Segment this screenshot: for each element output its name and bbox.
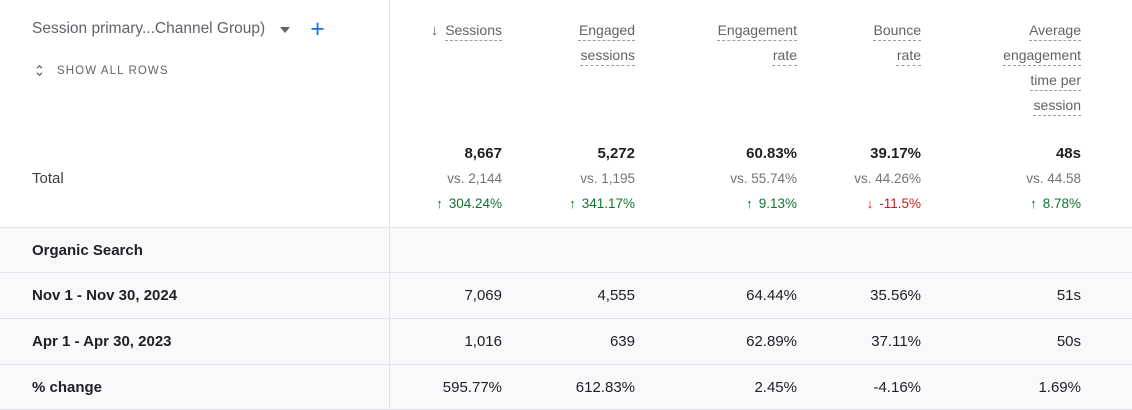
metric-change-value: -11.5% — [879, 196, 921, 211]
metric-value: 5,272 — [597, 145, 635, 162]
metric-change-value: 304.24% — [448, 196, 502, 211]
table-cell: 612.83% — [575, 378, 635, 396]
table-cell: 639 — [609, 333, 635, 350]
metric-change-value: 9.13% — [758, 196, 797, 211]
table-row-date-range-1: Nov 1 - Nov 30, 2024 7,069 4,555 64.44% … — [0, 272, 1132, 318]
table-cell: 50s — [1056, 333, 1081, 350]
column-header-avg-engagement-time[interactable]: Average engagement time per session — [1003, 22, 1081, 113]
metric-value: 48s — [1055, 145, 1081, 162]
table-cell: 7,069 — [464, 287, 502, 304]
metric-change: ↑ 9.13% — [635, 191, 797, 216]
table-row-organic-search: Organic Search — [0, 227, 1132, 272]
show-all-rows-button[interactable]: SHOW ALL ROWS — [32, 63, 390, 78]
metric-change: ↑ 341.17% — [502, 191, 635, 216]
metric-comparison: vs. 1,195 — [580, 171, 635, 186]
metric-value: 8,667 — [464, 145, 502, 162]
table-row-date-range-2: Apr 1 - Apr 30, 2023 1,016 639 62.89% 37… — [0, 318, 1132, 364]
metric-comparison: vs. 55.74% — [730, 171, 797, 186]
dropdown-arrow-icon — [280, 27, 291, 33]
show-all-rows-label: SHOW ALL ROWS — [57, 64, 169, 77]
column-header-engaged-sessions[interactable]: Engaged sessions — [578, 22, 635, 63]
dimension-selector[interactable]: Session primary...Channel Group) + — [32, 15, 390, 43]
metric-change: ↓ -11.5% — [797, 191, 921, 216]
add-comparison-button[interactable]: + — [310, 15, 325, 43]
up-arrow-icon: ↑ — [436, 196, 443, 211]
dimension-label: Session primary...Channel Group) — [32, 20, 266, 37]
row-label: Nov 1 - Nov 30, 2024 — [32, 287, 178, 304]
total-cell-bounce-rate: 39.17% vs. 44.26% ↓ -11.5% — [797, 141, 921, 216]
up-arrow-icon: ↑ — [746, 196, 753, 211]
table-header-row: Session primary...Channel Group) + SHOW … — [0, 0, 1132, 130]
table-cell: 37.11% — [871, 333, 921, 350]
metric-value: 39.17% — [870, 145, 921, 162]
table-cell: 64.44% — [746, 287, 797, 304]
row-label: Organic Search — [32, 241, 143, 259]
total-cell-engagement-rate: 60.83% vs. 55.74% ↑ 9.13% — [635, 141, 797, 216]
metric-change-value: 8.78% — [1042, 196, 1081, 211]
table-cell: -4.16% — [873, 378, 921, 396]
row-label: % change — [32, 378, 103, 396]
metric-comparison: vs. 2,144 — [447, 171, 502, 186]
column-header-sessions[interactable]: ↓ Sessions — [390, 18, 502, 43]
unfold-more-icon — [36, 64, 43, 77]
up-arrow-icon: ↑ — [1030, 196, 1037, 211]
table-controls: Session primary...Channel Group) + SHOW … — [0, 15, 390, 78]
down-arrow-icon: ↓ — [866, 196, 874, 211]
metric-value: 60.83% — [746, 145, 797, 162]
column-header-bounce-rate[interactable]: Bounce rate — [873, 22, 921, 63]
table-row-percent-change: % change 595.77% 612.83% 2.45% -4.16% 1.… — [0, 364, 1132, 410]
table-cell: 35.56% — [870, 287, 921, 304]
row-label-total: Total — [32, 170, 64, 187]
table-cell: 4,555 — [597, 287, 635, 304]
metric-change-value: 341.17% — [581, 196, 635, 211]
up-arrow-icon: ↑ — [569, 196, 576, 211]
table-cell: 1.69% — [1038, 378, 1081, 396]
table-cell: 2.45% — [754, 378, 797, 396]
total-cell-sessions: 8,667 vs. 2,144 ↑ 304.24% — [390, 141, 502, 216]
column-divider — [389, 0, 390, 410]
table-cell: 51s — [1056, 287, 1081, 304]
metric-comparison: vs. 44.26% — [854, 171, 921, 186]
table-cell: 595.77% — [442, 378, 502, 396]
total-cell-avg-engagement-time: 48s vs. 44.58 ↑ 8.78% — [921, 141, 1081, 216]
metric-comparison: vs. 44.58 — [1026, 171, 1081, 186]
sort-descending-icon: ↓ — [430, 22, 439, 39]
table-cell: 1,016 — [464, 333, 502, 350]
total-cell-engaged-sessions: 5,272 vs. 1,195 ↑ 341.17% — [502, 141, 635, 216]
table-cell: 62.89% — [746, 333, 797, 350]
column-header-engagement-rate[interactable]: Engagement rate — [717, 22, 797, 63]
metric-change: ↑ 304.24% — [390, 191, 502, 216]
row-label: Apr 1 - Apr 30, 2023 — [32, 333, 172, 350]
metric-change: ↑ 8.78% — [921, 191, 1081, 216]
total-row: Total 8,667 vs. 2,144 ↑ 304.24% 5,272 vs… — [0, 130, 1132, 227]
